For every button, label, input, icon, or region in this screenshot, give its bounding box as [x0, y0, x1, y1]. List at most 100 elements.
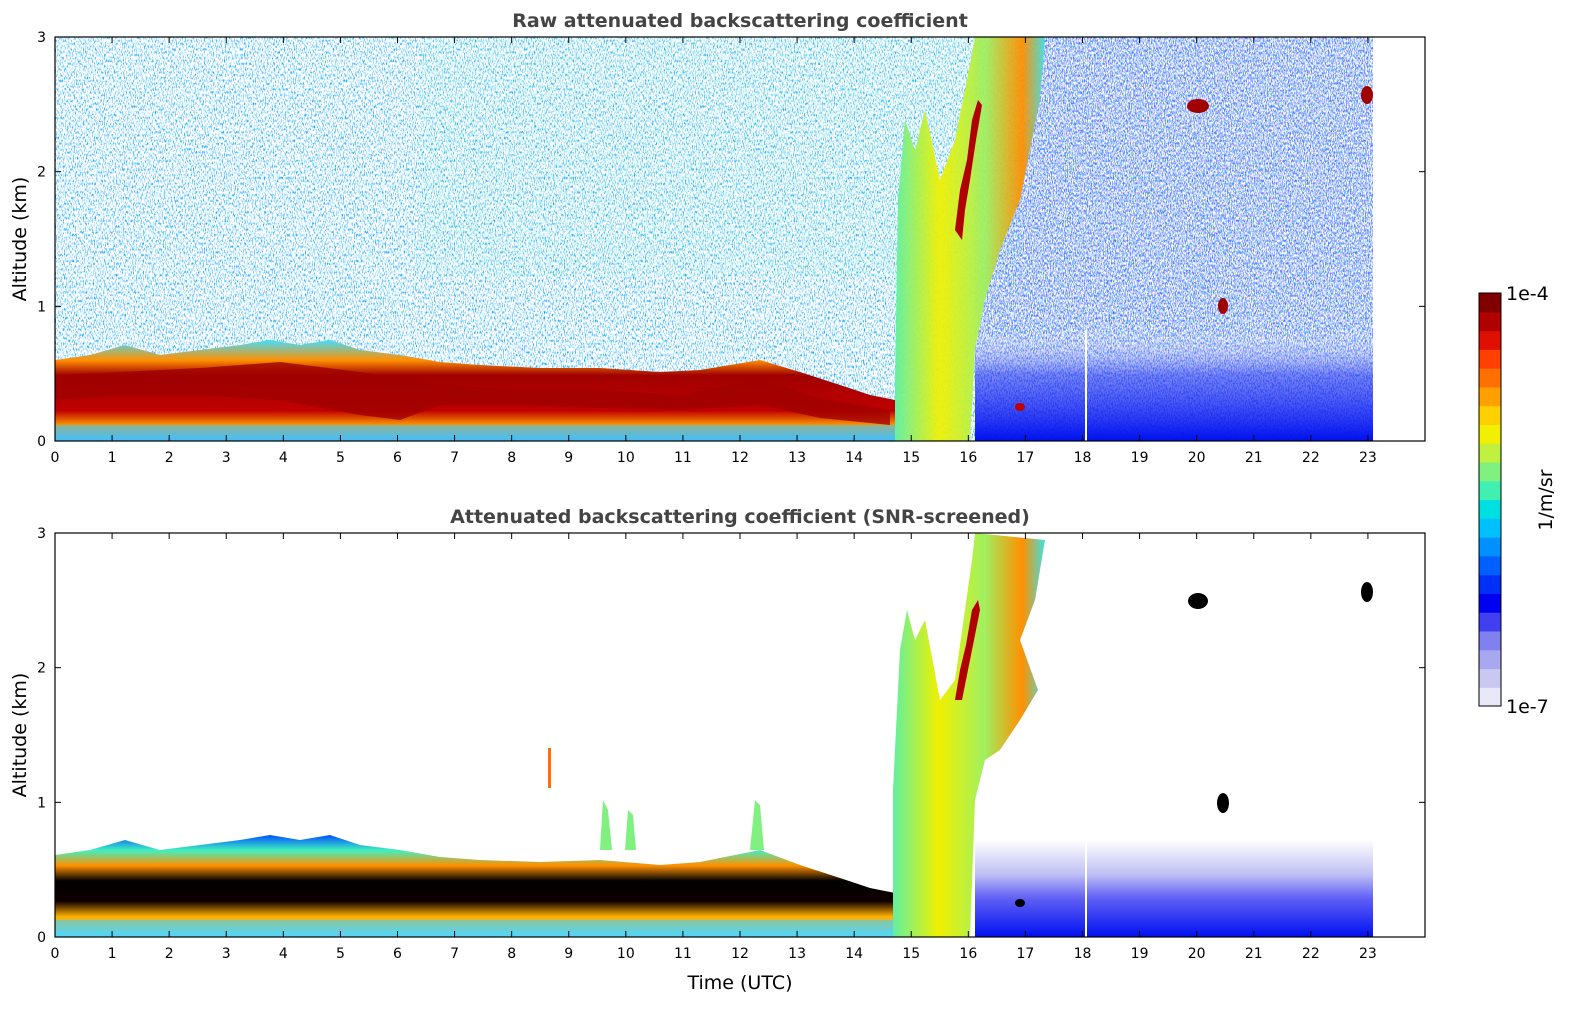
colorbar-swatch [1479, 574, 1501, 594]
colorbar-swatch [1479, 368, 1501, 388]
colorbar-unit-label: 1/m/sr [1535, 469, 1557, 530]
colorbar-min-label: 1e-7 [1506, 696, 1549, 718]
bottom-cloud-20h [1188, 593, 1208, 609]
x-tick-label: 4 [279, 946, 288, 962]
top-surface-band [55, 425, 895, 441]
colorbar-swatches [1479, 293, 1501, 707]
x-tick-label: 4 [279, 450, 288, 466]
colorbar-swatch [1479, 649, 1501, 670]
colorbar-swatch [1479, 499, 1501, 519]
colorbar-swatch [1479, 687, 1501, 707]
x-tick-label: 15 [902, 450, 920, 466]
colorbar-swatch [1479, 537, 1501, 557]
bottom-panel: Attenuated backscattering coefficient (S… [9, 506, 1426, 994]
bottom-cloud-23h [1361, 582, 1373, 602]
top-xticks: 0 1 2 3 4 5 6 7 8 9 10 11 12 13 14 15 16 17 18 19 20 21 22 23 [51, 37, 1377, 466]
x-tick-label: 9 [564, 450, 573, 466]
x-tick-label: 8 [507, 946, 516, 962]
bottom-heatmap [55, 533, 1373, 937]
bottom-spike-orange [548, 748, 551, 788]
x-tick-label: 17 [1017, 946, 1035, 962]
x-tick-label: 1 [108, 946, 117, 962]
x-tick-label: 0 [51, 450, 60, 466]
y-tick-label: 0 [37, 930, 46, 946]
bottom-cloud-20-5h [1217, 793, 1229, 813]
top-panel: Raw attenuated backscattering coefficien… [9, 10, 1426, 466]
x-tick-label: 12 [731, 450, 749, 466]
colorbar-swatch [1479, 349, 1501, 369]
x-tick-label: 19 [1131, 946, 1149, 962]
top-cloud-23h [1361, 86, 1373, 104]
colorbar-swatch [1479, 311, 1501, 332]
x-tick-label: 17 [1017, 450, 1035, 466]
x-tick-label: 12 [731, 946, 749, 962]
top-cloud-20-5h [1218, 298, 1228, 314]
colorbar-swatch [1479, 461, 1501, 482]
y-tick-label: 1 [37, 795, 46, 811]
bottom-night-layer [975, 840, 1373, 937]
top-plume [895, 37, 1045, 441]
colorbar-swatch [1479, 330, 1501, 350]
bottom-gap [1085, 840, 1087, 937]
x-tick-label: 1 [108, 450, 117, 466]
x-tick-label: 16 [959, 450, 977, 466]
x-tick-label: 22 [1302, 946, 1320, 962]
colorbar-swatch [1479, 443, 1501, 463]
x-tick-label: 20 [1188, 450, 1206, 466]
x-tick-label: 8 [507, 450, 516, 466]
x-tick-label: 6 [393, 450, 402, 466]
bottom-xlabel: Time (UTC) [686, 972, 792, 994]
top-boundary-core [55, 362, 890, 425]
x-tick-label: 3 [222, 450, 231, 466]
x-tick-label: 7 [450, 450, 459, 466]
x-tick-label: 18 [1074, 946, 1092, 962]
colorbar-swatch [1479, 405, 1501, 426]
x-tick-label: 2 [165, 450, 174, 466]
x-tick-label: 16 [959, 946, 977, 962]
x-tick-label: 11 [674, 450, 692, 466]
x-tick-label: 14 [845, 450, 863, 466]
top-title: Raw attenuated backscattering coefficien… [512, 10, 968, 32]
y-tick-label: 0 [37, 434, 46, 450]
x-tick-label: 0 [51, 946, 60, 962]
bottom-surface-band [55, 920, 895, 937]
y-tick-label: 3 [37, 526, 46, 542]
top-yticks: 0 1 2 3 [37, 30, 1425, 450]
top-elevated-layer [955, 100, 982, 240]
colorbar: 1e-4 1e-7 1/m/sr [1478, 283, 1557, 718]
bottom-spikes [600, 800, 764, 850]
x-tick-label: 20 [1188, 946, 1206, 962]
colorbar-swatch [1479, 480, 1501, 501]
x-tick-label: 19 [1131, 450, 1149, 466]
top-cloud-17h [1015, 403, 1025, 411]
y-tick-label: 2 [37, 165, 46, 181]
x-tick-label: 9 [564, 946, 573, 962]
top-heatmap [55, 37, 1373, 441]
bottom-elevated-layer [955, 600, 980, 700]
x-tick-label: 13 [788, 946, 806, 962]
x-tick-label: 22 [1302, 450, 1320, 466]
x-tick-label: 5 [336, 450, 345, 466]
bottom-yticks: 0 1 2 3 [37, 526, 1425, 946]
x-tick-label: 23 [1359, 946, 1377, 962]
bottom-cloud-17h [1015, 899, 1025, 907]
colorbar-swatch [1479, 593, 1501, 613]
x-tick-label: 21 [1245, 946, 1263, 962]
top-ylabel: Altitude (km) [9, 177, 31, 302]
x-tick-label: 21 [1245, 450, 1263, 466]
x-tick-label: 18 [1074, 450, 1092, 466]
x-tick-label: 7 [450, 946, 459, 962]
y-tick-label: 3 [37, 30, 46, 46]
colorbar-swatch [1479, 555, 1501, 576]
x-tick-label: 10 [617, 450, 635, 466]
top-cloud-20h [1187, 99, 1209, 113]
colorbar-swatch [1479, 668, 1501, 688]
x-tick-label: 6 [393, 946, 402, 962]
colorbar-swatch [1479, 293, 1501, 313]
bottom-xticks: 0 1 2 3 4 5 6 7 8 9 10 11 12 13 14 15 16 17 18 19 20 21 22 23 [51, 533, 1377, 962]
bottom-plume [893, 533, 1045, 937]
y-tick-label: 2 [37, 661, 46, 677]
x-tick-label: 5 [336, 946, 345, 962]
top-night-layer [975, 330, 1373, 441]
